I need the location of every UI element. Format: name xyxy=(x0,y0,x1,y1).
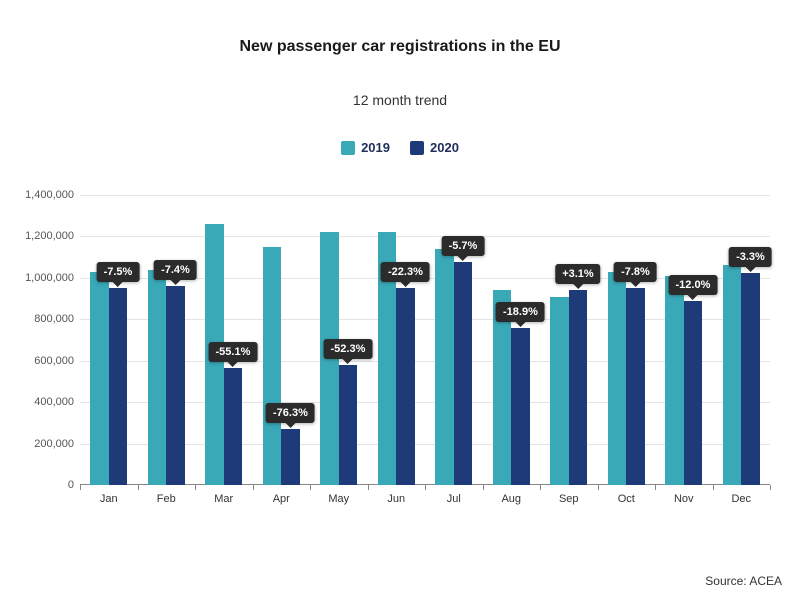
x-axis-label: Oct xyxy=(618,493,635,505)
x-axis-tick xyxy=(540,485,541,490)
x-axis-tick xyxy=(425,485,426,490)
x-axis-label: Jan xyxy=(100,493,118,505)
grid-line xyxy=(80,236,770,237)
x-axis-tick xyxy=(770,485,771,490)
x-axis-label: Nov xyxy=(674,493,694,505)
legend-label: 2020 xyxy=(430,140,459,155)
x-axis-label: Feb xyxy=(157,493,176,505)
pct-change-tooltip: -5.7% xyxy=(442,236,485,256)
x-axis-tick xyxy=(598,485,599,490)
pct-change-tooltip: -7.8% xyxy=(614,262,657,282)
legend-item: 2020 xyxy=(410,140,459,155)
pct-change-tooltip: -18.9% xyxy=(496,302,545,322)
x-axis-label: May xyxy=(328,493,349,505)
x-axis-tick xyxy=(80,485,81,490)
y-axis-tick-label: 0 xyxy=(68,479,80,491)
y-axis-tick-label: 200,000 xyxy=(34,438,80,450)
x-axis-label: Jun xyxy=(387,493,405,505)
x-axis-tick xyxy=(483,485,484,490)
bar-2020 xyxy=(511,328,529,485)
bar-2019 xyxy=(723,265,741,485)
pct-change-tooltip: +3.1% xyxy=(555,264,601,284)
y-axis-tick-label: 400,000 xyxy=(34,396,80,408)
legend-swatch xyxy=(341,141,355,155)
x-axis-label: Sep xyxy=(559,493,579,505)
x-axis-tick xyxy=(368,485,369,490)
legend-swatch xyxy=(410,141,424,155)
x-axis-tick xyxy=(195,485,196,490)
x-axis-label: Jul xyxy=(447,493,461,505)
bar-2020 xyxy=(569,290,587,485)
bar-2020 xyxy=(741,273,759,485)
bar-2019 xyxy=(263,247,281,485)
bar-2020 xyxy=(454,262,472,485)
bar-2020 xyxy=(109,288,127,485)
bar-2019 xyxy=(550,297,568,486)
y-axis-tick-label: 1,200,000 xyxy=(25,230,80,242)
pct-change-tooltip: -12.0% xyxy=(669,275,718,295)
bar-2020 xyxy=(396,288,414,485)
chart-subtitle: 12 month trend xyxy=(0,92,800,108)
source-label: Source: ACEA xyxy=(705,574,782,588)
grid-line xyxy=(80,195,770,196)
bar-2019 xyxy=(148,270,166,485)
pct-change-tooltip: -55.1% xyxy=(209,342,258,362)
bar-2019 xyxy=(608,272,626,485)
source-text: ACEA xyxy=(749,574,782,588)
x-axis-tick xyxy=(713,485,714,490)
pct-change-tooltip: -7.4% xyxy=(154,260,197,280)
x-axis-label: Aug xyxy=(501,493,521,505)
y-axis-tick-label: 600,000 xyxy=(34,355,80,367)
pct-change-tooltip: -76.3% xyxy=(266,403,315,423)
legend: 2019 2020 xyxy=(0,140,800,160)
y-axis-tick-label: 800,000 xyxy=(34,313,80,325)
pct-change-tooltip: -3.3% xyxy=(729,247,772,267)
bar-2019 xyxy=(435,249,453,485)
x-axis-tick xyxy=(310,485,311,490)
bar-2020 xyxy=(339,365,357,485)
bar-2020 xyxy=(281,429,299,485)
pct-change-tooltip: -22.3% xyxy=(381,262,430,282)
chart-title: New passenger car registrations in the E… xyxy=(0,38,800,56)
bar-2020 xyxy=(224,368,242,485)
bar-2019 xyxy=(665,276,683,485)
bar-2020 xyxy=(684,301,702,485)
x-axis-tick xyxy=(253,485,254,490)
x-axis-tick xyxy=(138,485,139,490)
legend-item: 2019 xyxy=(341,140,390,155)
pct-change-tooltip: -52.3% xyxy=(324,339,373,359)
bar-2020 xyxy=(626,288,644,485)
x-axis-tick xyxy=(655,485,656,490)
chart-container: New passenger car registrations in the E… xyxy=(0,0,800,600)
legend-label: 2019 xyxy=(361,140,390,155)
source-prefix: Source: xyxy=(705,574,749,588)
y-axis-tick-label: 1,400,000 xyxy=(25,189,80,201)
x-axis-label: Dec xyxy=(731,493,751,505)
x-axis-label: Mar xyxy=(214,493,233,505)
x-axis-label: Apr xyxy=(273,493,290,505)
bar-2019 xyxy=(90,272,108,485)
bar-2020 xyxy=(166,286,184,485)
plot-area: 0200,000400,000600,000800,0001,000,0001,… xyxy=(80,195,770,485)
y-axis-tick-label: 1,000,000 xyxy=(25,272,80,284)
pct-change-tooltip: -7.5% xyxy=(97,262,140,282)
